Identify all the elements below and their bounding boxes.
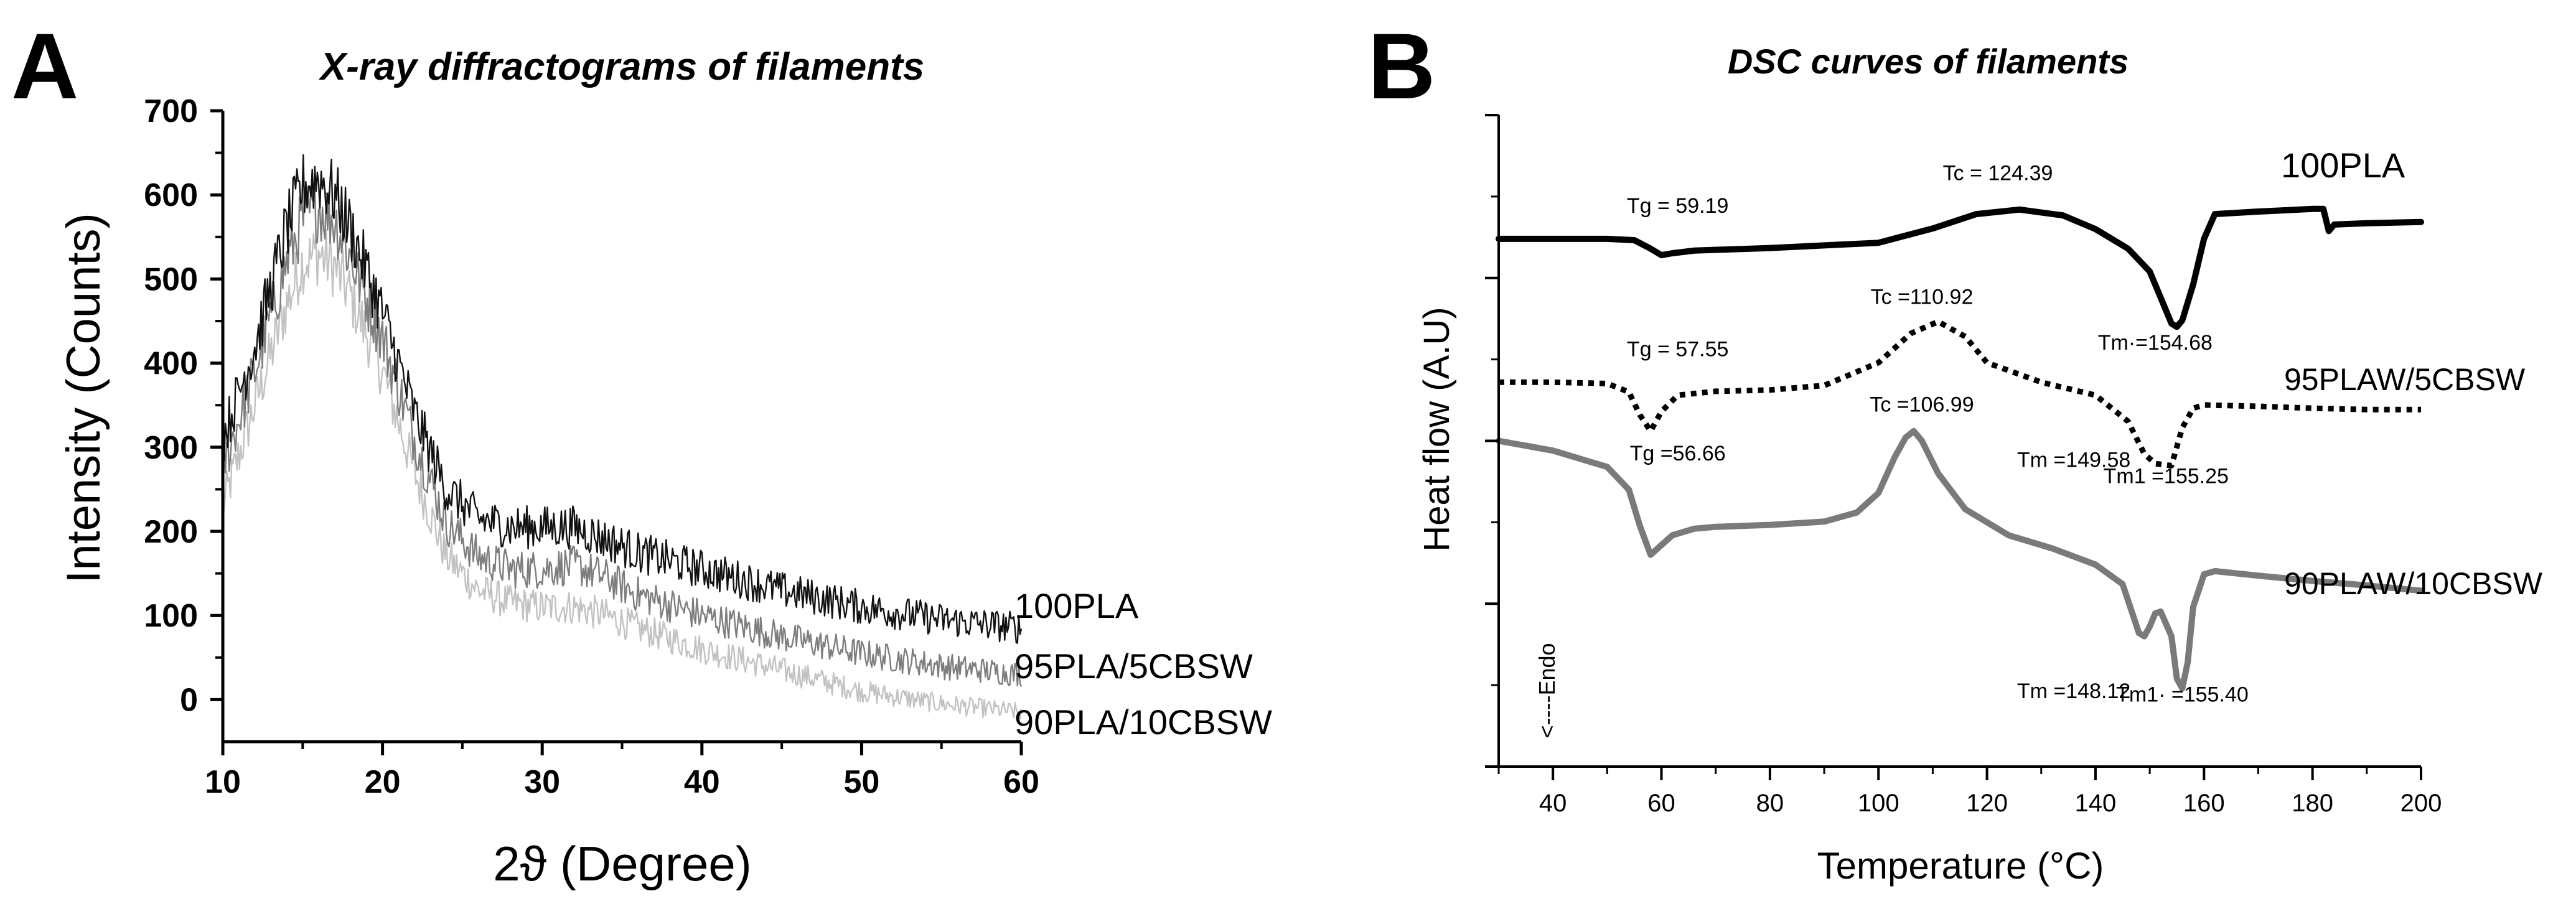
chart-a-ytick-label: 600 — [144, 177, 198, 213]
chart-a-xtick-label: 50 — [843, 764, 879, 800]
chart-b-annotation-tg3: Tg =56.66 — [1630, 442, 1726, 465]
chart-b-xtick-label: 180 — [2292, 790, 2333, 817]
chart-b-xtick-label: 80 — [1756, 790, 1784, 817]
chart-a-xlabel: 2ϑ (Degree) — [493, 836, 751, 891]
chart-a-ylabel: Intensity (Counts) — [57, 213, 110, 584]
chart-b-xlabel: Temperature (°C) — [1817, 845, 2104, 887]
chart-b-xtick-label: 60 — [1647, 790, 1675, 817]
chart-a-xtick-label: 30 — [524, 764, 560, 800]
chart-b-annotation-tc1: Tc = 124.39 — [1943, 162, 2053, 185]
chart-a-title: X-ray diffractograms of filaments — [319, 45, 924, 88]
chart-b-xtick-label: 40 — [1539, 790, 1567, 817]
chart-a-xtick-label: 40 — [684, 764, 720, 800]
chart-a-ytick-label: 300 — [144, 430, 198, 466]
chart-a-ytick-label: 0 — [180, 682, 198, 718]
chart-a-series-95pla-5cbsw — [222, 183, 1023, 688]
chart-b-xtick-label: 120 — [1966, 790, 2008, 817]
chart-a-ytick-label: 700 — [144, 93, 198, 129]
chart-b-annotation-tm1: Tm·=154.68 — [2098, 331, 2213, 355]
panel-label-b: B — [1368, 14, 1435, 118]
chart-b-annotation-tm2a: Tm =149.58 — [2017, 448, 2130, 472]
chart-b-annotation-tc3: Tc =106.99 — [1870, 393, 1974, 416]
chart-a-series-100pla — [222, 154, 1023, 644]
chart-b-ylabel: Heat flow (A.U) — [1417, 307, 1457, 551]
chart-b-title: DSC curves of filaments — [1728, 42, 2129, 81]
chart-b-xtick-label: 100 — [1858, 790, 1899, 817]
chart-a-xtick-label: 10 — [205, 764, 241, 800]
chart-b-series-90plaw-10cbsw — [1496, 427, 2424, 692]
chart-a-ytick-label: 100 — [144, 598, 198, 634]
chart-b-series-100pla — [1496, 205, 2424, 330]
chart-a-xtick-label: 20 — [365, 764, 401, 800]
chart-b-xtick-label: 140 — [2075, 790, 2117, 817]
chart-b-annotation-tm3b: Tm1· =155.40 — [2116, 683, 2249, 706]
chart-b-xtick-label: 160 — [2183, 790, 2225, 817]
chart-b-annotation-tg1: Tg = 59.19 — [1627, 194, 1729, 218]
chart-a-legend-95pla: 95PLA/5CBSW — [1014, 646, 1253, 686]
chart-a-legend-90pla: 90PLA/10CBSW — [1014, 702, 1272, 742]
chart-b-ticks: 40 60 80 100 120 140 160 180 200 — [1485, 114, 2442, 817]
chart-a-ytick-label: 400 — [144, 346, 198, 382]
chart-b-annotation-tg2: Tg = 57.55 — [1627, 337, 1729, 361]
panel-label-a: A — [11, 14, 78, 118]
chart-b-annotation-tm3a: Tm =148.12 — [2017, 679, 2130, 703]
chart-b-annotation-tc2: Tc =110.92 — [1871, 286, 1974, 309]
chart-b-label-100pla: 100PLA — [2281, 146, 2405, 185]
chart-b-label-95plaw: 95PLAW/5CBSW — [2284, 362, 2526, 397]
chart-b-series-group — [1496, 205, 2424, 692]
panel-a: A X-ray diffractograms of filaments 10 20… — [11, 14, 1272, 891]
chart-b-series-95plaw-5cbsw — [1499, 319, 2421, 469]
chart-b-xtick-label: 200 — [2400, 790, 2442, 817]
chart-b-annotations: Tg = 59.19 Tc = 124.39 Tm·=154.68 Tg = 57.5… — [1627, 162, 2249, 707]
chart-b-label-90plaw: 90PLAW/10CBSW — [2284, 566, 2543, 601]
chart-a-legend-100pla: 100PLA — [1014, 586, 1139, 625]
chart-a-ytick-label: 500 — [144, 261, 198, 297]
chart-a-xtick-label: 60 — [1003, 764, 1039, 800]
chart-a-series-90pla-10cbsw — [222, 229, 1023, 720]
chart-b-endo-label: <----Endo — [1534, 643, 1560, 738]
panel-b: B DSC curves of filaments 40 60 80 100 120 14… — [1368, 14, 2543, 887]
chart-b-annotation-tm2b: Tm1 =155.25 — [2104, 465, 2229, 488]
chart-a-series-group — [222, 154, 1023, 720]
chart-a-ytick-label: 200 — [144, 514, 198, 550]
